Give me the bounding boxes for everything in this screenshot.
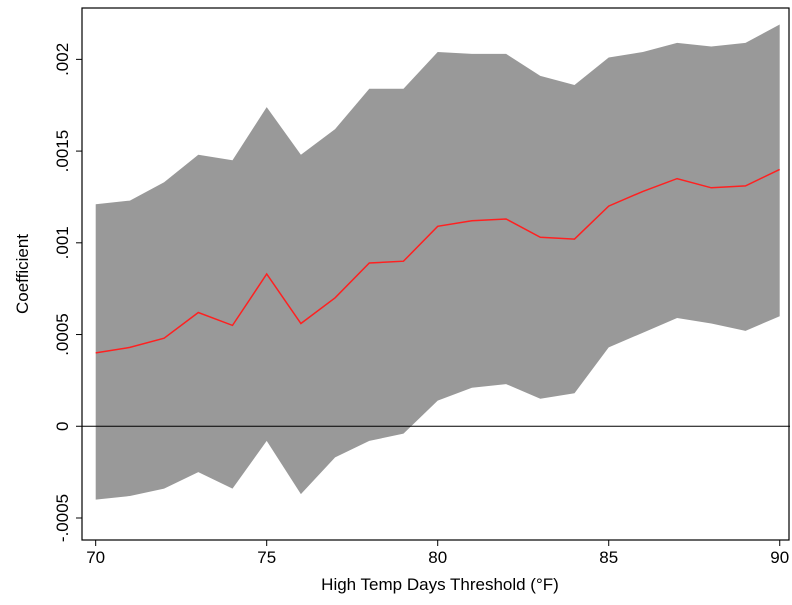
x-tick-label: 85 (599, 548, 618, 567)
y-axis-label: Coefficient (13, 234, 32, 314)
y-tick-label: -.0005 (53, 494, 72, 542)
y-tick-label: .0015 (53, 130, 72, 173)
y-tick-label: 0 (53, 422, 72, 431)
y-tick-label: .002 (53, 43, 72, 76)
plot-frame (81, 7, 790, 541)
x-axis-label: High Temp Days Threshold (°F) (321, 575, 559, 594)
confidence-band (95, 24, 780, 500)
x-tick-label: 75 (257, 548, 276, 567)
x-tick-label: 90 (770, 548, 789, 567)
y-tick-label: .001 (53, 226, 72, 259)
estimate-line (95, 168, 781, 354)
x-tick-label: 70 (86, 548, 105, 567)
y-tick-label: .0005 (53, 313, 72, 356)
x-tick-label: 80 (428, 548, 447, 567)
